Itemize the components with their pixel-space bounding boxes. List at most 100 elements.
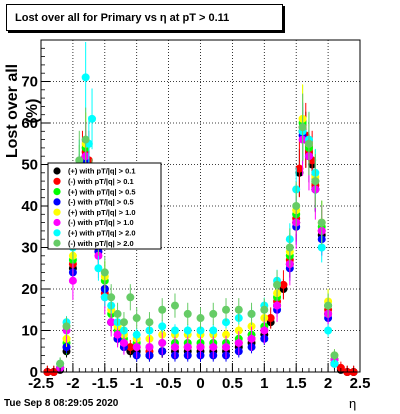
data-point xyxy=(62,322,71,331)
y-tick-label: 10 xyxy=(21,323,38,340)
legend-label: (-) with pT/|q| > 1.0 xyxy=(68,218,134,227)
legend-marker xyxy=(53,229,61,237)
legend-label: (-) with pT/|q| > 0.1 xyxy=(68,177,134,186)
data-point xyxy=(279,280,288,289)
data-point xyxy=(330,359,339,368)
data-point xyxy=(81,73,90,82)
legend-marker xyxy=(53,188,61,196)
data-point xyxy=(247,309,256,318)
legend-label: (+) with pT/|q| > 1.0 xyxy=(68,208,136,217)
legend-label: (-) with pT/|q| > 2.0 xyxy=(68,239,134,248)
data-point xyxy=(88,114,97,123)
data-point xyxy=(145,343,154,352)
data-point xyxy=(222,318,231,327)
data-point xyxy=(311,177,320,186)
data-point xyxy=(107,293,116,302)
data-point xyxy=(298,123,307,132)
data-point xyxy=(247,322,256,331)
data-point xyxy=(170,326,179,335)
x-tick-label: 2 xyxy=(324,375,332,392)
data-point xyxy=(209,343,218,352)
y-tick-label: 60 xyxy=(21,115,38,132)
x-tick-label: -2 xyxy=(66,375,79,392)
x-tick-label: -1 xyxy=(130,375,143,392)
data-point xyxy=(158,305,167,314)
x-tick-label: -0.5 xyxy=(156,375,182,392)
data-point xyxy=(196,314,205,323)
data-point xyxy=(75,156,84,165)
data-point xyxy=(330,351,339,360)
data-point xyxy=(196,326,205,335)
x-tick-label: 0.5 xyxy=(222,375,243,392)
data-point xyxy=(292,202,301,210)
x-tick-label: 0 xyxy=(196,375,204,392)
data-point xyxy=(170,343,179,352)
data-point xyxy=(260,326,269,335)
data-point xyxy=(304,139,313,148)
legend-box xyxy=(47,162,162,250)
data-point xyxy=(126,293,135,302)
data-point xyxy=(234,305,243,314)
data-point xyxy=(183,343,192,352)
legend-marker xyxy=(53,167,61,175)
data-point xyxy=(183,326,192,335)
data-point xyxy=(100,293,109,302)
data-point xyxy=(336,363,345,372)
data-point xyxy=(132,343,141,352)
y-tick-label: 50 xyxy=(21,157,38,174)
y-tick-label: 30 xyxy=(21,240,38,257)
data-point xyxy=(209,326,218,335)
data-point xyxy=(234,326,243,335)
legend-label: (+) with pT/|q| > 0.5 xyxy=(68,187,136,196)
data-point xyxy=(56,359,65,368)
y-tick-label: 0 xyxy=(30,364,38,381)
legend-label: (-) with pT/|q| > 0.5 xyxy=(68,198,134,207)
data-point xyxy=(317,243,326,252)
chart-title-box: Lost over all for Primary vs η at pT > 0… xyxy=(6,4,283,31)
x-axis-label: η xyxy=(349,396,357,411)
data-point xyxy=(266,314,275,323)
data-point xyxy=(100,268,109,277)
data-point xyxy=(62,343,71,352)
timestamp: Tue Sep 8 08:29:05 2020 xyxy=(4,398,119,409)
data-point xyxy=(94,264,103,273)
data-point xyxy=(209,309,218,318)
data-point xyxy=(132,314,141,323)
data-point xyxy=(119,318,128,327)
y-axis-label: Lost over all (%) xyxy=(4,63,41,159)
data-point xyxy=(317,218,326,227)
data-point xyxy=(183,309,192,318)
data-point xyxy=(273,280,282,289)
data-point xyxy=(170,301,179,310)
data-point xyxy=(196,343,205,352)
y-tick-label: 20 xyxy=(21,281,38,298)
data-point xyxy=(94,251,103,260)
data-point xyxy=(158,322,167,331)
data-point xyxy=(295,164,304,173)
data-point xyxy=(285,243,294,252)
data-point xyxy=(119,338,128,347)
data-point xyxy=(222,305,231,314)
data-point xyxy=(158,338,167,347)
legend-label: (+) with pT/|q| > 0.1 xyxy=(68,167,136,176)
legend-marker xyxy=(53,218,61,227)
data-point xyxy=(222,330,231,339)
x-tick-label: 2.5 xyxy=(350,375,371,392)
x-tick-label: -2.5 xyxy=(28,375,54,392)
legend-marker xyxy=(53,177,61,185)
data-point xyxy=(234,338,243,347)
legend-marker xyxy=(53,239,61,247)
data-point xyxy=(260,305,269,314)
data-point xyxy=(113,309,122,318)
data-point xyxy=(126,343,135,352)
x-tick-label: 1 xyxy=(260,375,268,392)
legend-label: (+) with pT/|q| > 2.0 xyxy=(68,229,136,238)
chart-title: Lost over all for Primary vs η at pT > 0… xyxy=(15,11,230,24)
data-point xyxy=(324,326,333,335)
legend-marker xyxy=(53,198,61,206)
data-point xyxy=(247,334,256,343)
data-point xyxy=(273,301,282,310)
data-point xyxy=(132,330,141,339)
x-tick-label: -1.5 xyxy=(92,375,118,392)
